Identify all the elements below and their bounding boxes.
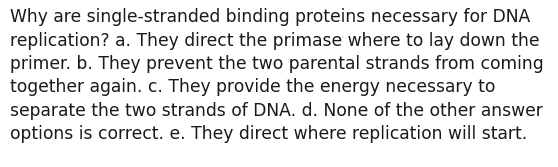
Text: Why are single-stranded binding proteins necessary for DNA
replication? a. They : Why are single-stranded binding proteins… <box>10 8 543 143</box>
